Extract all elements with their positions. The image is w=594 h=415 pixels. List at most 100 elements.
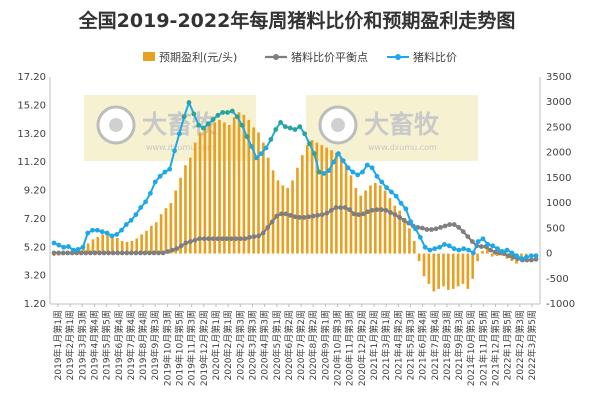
balance-point [292, 214, 298, 220]
balance-point [169, 247, 175, 253]
profit-bar [101, 234, 105, 254]
x-tick-label: 2020年5月第1周 [271, 310, 283, 380]
ratio-point [90, 227, 95, 233]
profit-bar [393, 205, 397, 254]
profit-bar [359, 195, 363, 254]
balance-point [433, 226, 439, 232]
ratio-point [133, 212, 139, 218]
ratio-point [119, 227, 124, 233]
balance-point [65, 250, 71, 256]
profit-bar [86, 243, 90, 254]
balance-point [142, 250, 148, 256]
balance-point [442, 223, 448, 229]
x-tick-label: 2019年7月第4周 [125, 310, 137, 380]
x-tick-label: 2021年1月第2周 [368, 310, 380, 380]
profit-bar [169, 203, 173, 254]
ratio-point [205, 121, 211, 127]
balance-point [492, 249, 498, 255]
ratio-point [490, 243, 496, 249]
profit-bar [383, 190, 387, 254]
profit-bar [354, 187, 358, 254]
balance-point [97, 250, 102, 256]
legend-profit-label: 预期盈利(元/头) [159, 51, 237, 64]
ratio-point [176, 131, 182, 137]
profit-bar [81, 245, 85, 254]
ratio-point [75, 246, 81, 252]
ratio-point [210, 117, 216, 122]
balance-point [124, 250, 130, 256]
balance-point [274, 213, 280, 219]
profit-bar [325, 147, 328, 254]
ratio-point [215, 112, 221, 118]
ratio-point [302, 131, 308, 137]
profit-bar [281, 185, 285, 254]
ratio-point [167, 166, 173, 172]
x-tick-label: 2019年3月第3周 [76, 310, 88, 380]
profit-bar [164, 208, 168, 254]
legend-profit-swatch [143, 52, 155, 61]
balance-point [365, 209, 371, 215]
ratio-point [442, 242, 447, 247]
balance-point [210, 236, 216, 242]
balance-point [133, 250, 139, 256]
y-left-tick-label: 3.20 [24, 271, 46, 282]
profit-bar [247, 119, 251, 254]
balance-point [465, 234, 471, 240]
profit-bar [456, 253, 460, 287]
balance-point [374, 207, 380, 213]
profit-bar [442, 253, 445, 287]
ratio-point [297, 124, 303, 130]
ratio-point [509, 250, 515, 256]
balance-point [342, 205, 348, 210]
ratio-point [393, 193, 399, 199]
y-right-tick-label: 3000 [546, 97, 571, 108]
ratio-point [278, 120, 283, 125]
ratio-point [519, 256, 524, 261]
ratio-point [85, 230, 91, 236]
x-tick-label: 2020年2月第1周 [222, 310, 234, 380]
balance-point [219, 236, 225, 242]
ratio-point [504, 247, 510, 253]
ratio-point [148, 190, 153, 196]
balance-markers [51, 205, 539, 263]
x-tick-label: 2021年5月第3周 [404, 310, 416, 380]
ratio-point [340, 158, 346, 164]
ratio-point [345, 165, 351, 171]
x-tick-label: 2020年9月第1周 [319, 310, 331, 380]
profit-bar [296, 167, 299, 254]
y-right-tick-label: 2000 [546, 148, 571, 159]
balance-point [488, 247, 493, 253]
balance-point [238, 236, 243, 242]
x-tick-label: 2020年1月第1周 [210, 310, 222, 380]
x-tick-label: 2020年8月第2周 [307, 310, 319, 380]
balance-point [188, 239, 193, 244]
ratio-point [523, 254, 529, 260]
ratio-point [51, 240, 57, 246]
legend-ratio-marker [395, 54, 401, 60]
ratio-point [485, 242, 491, 247]
x-tick-label: 2022年1月第5周 [502, 310, 514, 380]
profit-bar [388, 198, 392, 254]
ratio-point [220, 110, 226, 115]
balance-point [224, 236, 230, 242]
profit-bar [184, 165, 187, 254]
x-tick-label: 2021年3月第1周 [380, 310, 392, 380]
profit-bar [315, 142, 319, 254]
ratio-point [56, 242, 62, 248]
balance-point [392, 212, 398, 218]
ratio-point [413, 226, 418, 232]
profit-bar [227, 124, 231, 254]
balance-point [306, 214, 312, 220]
balance-point [265, 224, 271, 230]
balance-point [338, 205, 343, 210]
profit-bar [135, 238, 139, 254]
ratio-point [70, 247, 76, 253]
x-tick-label: 2019年12月第2周 [198, 310, 210, 386]
profit-bar [500, 253, 504, 256]
legend: 预期盈利(元/头) 猪料比价平衡点 猪料比价 [143, 50, 457, 64]
x-tick-label: 2020年11月第3周 [344, 310, 356, 386]
profit-bar [447, 253, 450, 290]
balance-point [529, 257, 534, 263]
ratio-point [282, 124, 288, 130]
balance-point [388, 210, 393, 215]
